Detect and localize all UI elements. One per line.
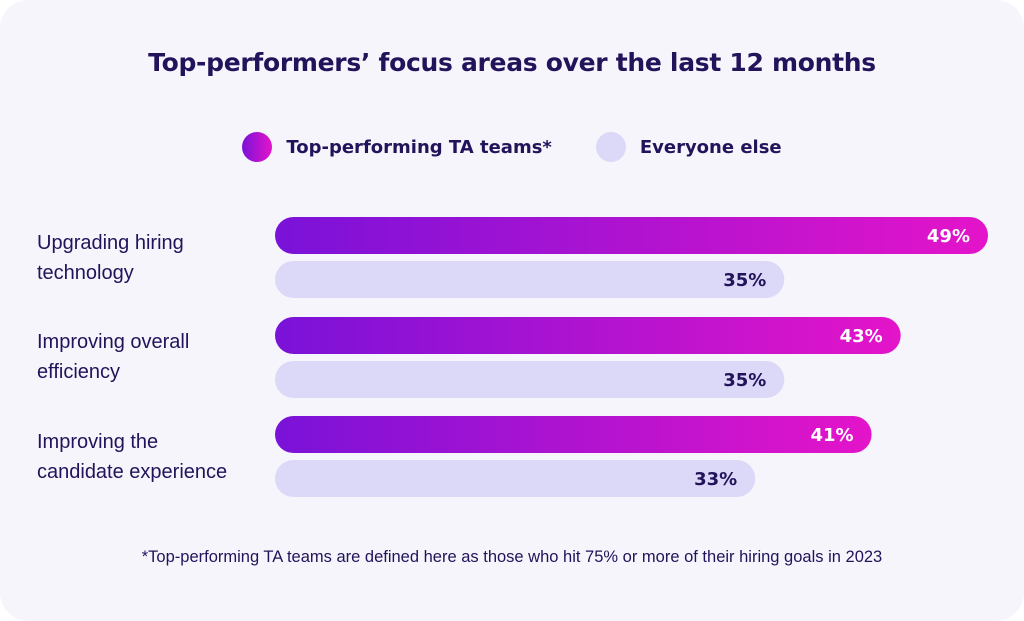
legend-item-top-performers: Top-performing TA teams* [242, 132, 552, 162]
bar-top-performers-1 [275, 217, 988, 254]
category-label-1: Upgrading hiring technology [37, 228, 272, 288]
legend-label-everyone-else: Everyone else [639, 136, 782, 158]
legend: Top-performing TA teams* Everyone else [0, 132, 1024, 162]
legend-swatch-top-performers [242, 132, 273, 162]
category-label-3: Improving the candidate experience [37, 427, 272, 487]
data-label-top-performers-2: 43% [840, 326, 883, 347]
category-label-1-line-1: Upgrading hiring [37, 232, 184, 254]
legend-label-top-performers: Top-performing TA teams* [286, 136, 552, 158]
chart-title: Top-performers’ focus areas over the las… [148, 48, 876, 77]
category-label-3-line-1: Improving the [37, 431, 159, 453]
data-label-top-performers-3: 41% [810, 425, 853, 446]
category-label-3-line-2: candidate experience [37, 461, 228, 483]
data-label-everyone-else-1: 35% [723, 270, 766, 291]
legend-swatch-everyone-else [595, 132, 626, 162]
bar-everyone-else-3 [275, 460, 756, 497]
bar-everyone-else-2 [275, 361, 785, 398]
footnote: *Top-performing TA teams are defined her… [141, 548, 883, 566]
data-label-everyone-else-2: 35% [723, 370, 766, 391]
data-label-top-performers-1: 49% [927, 226, 970, 247]
bar-top-performers-2 [275, 317, 901, 354]
bar-everyone-else-1 [275, 261, 785, 298]
data-label-everyone-else-3: 33% [694, 469, 737, 490]
category-label-1-line-2: technology [37, 262, 134, 284]
bar-top-performers-3 [275, 416, 872, 453]
legend-item-everyone-else: Everyone else [595, 132, 782, 162]
category-label-2-line-1: Improving overall [37, 331, 190, 353]
category-label-2-line-2: efficiency [37, 361, 121, 383]
category-label-2: Improving overall efficiency [37, 327, 272, 387]
